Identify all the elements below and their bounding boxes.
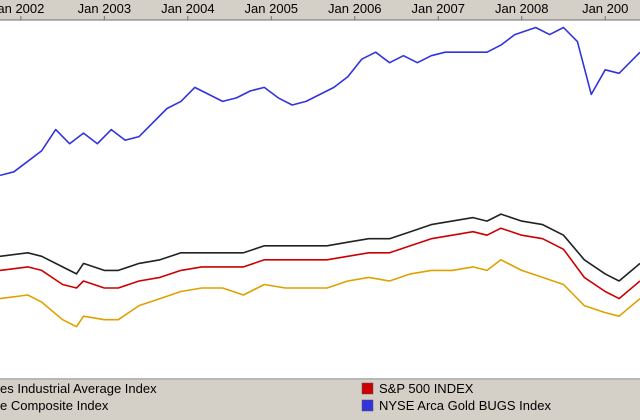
x-tick-label: Jan 2003	[78, 1, 132, 16]
x-tick-label: Jan 2007	[412, 1, 466, 16]
x-tick-label: Jan 2006	[328, 1, 382, 16]
x-axis-ticks: an 2002 Jan 2003 Jan 2004 Jan 2005 Jan 2006 J…	[0, 1, 628, 20]
legend-label-3: NYSE Arca Gold BUGS Index	[379, 398, 551, 413]
legend-label-0: es Industrial Average Index	[0, 381, 157, 396]
series-line-0	[0, 213, 640, 282]
series-line-2	[0, 258, 640, 328]
x-tick-label: Jan 2005	[245, 1, 299, 16]
series-line-1	[0, 227, 640, 300]
legend-label-1: S&P 500 INDEX	[379, 381, 474, 396]
series-line-3	[0, 26, 640, 177]
x-tick-label: an 2002	[0, 1, 44, 16]
legend-swatch-3	[361, 399, 374, 412]
legend-band	[0, 380, 640, 420]
plot-area	[0, 26, 640, 328]
legend: es Industrial Average Index S&P 500 INDEX…	[0, 381, 551, 413]
x-tick-label: Jan 2008	[495, 1, 549, 16]
x-tick-label: Jan 200	[582, 1, 628, 16]
legend-label-2: e Composite Index	[0, 398, 109, 413]
legend-swatch-1	[361, 382, 374, 395]
x-tick-label: Jan 2004	[161, 1, 215, 16]
x-axis-band	[0, 0, 640, 20]
